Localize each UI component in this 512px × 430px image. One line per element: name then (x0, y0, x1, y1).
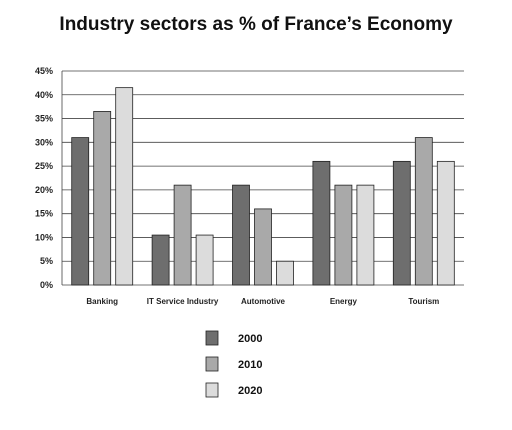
y-axis-ticks: 0% 5% 10% 15% 20% 25% 30% 35% 40% 45% (35, 66, 53, 290)
bar (392, 160, 411, 286)
legend-swatch (205, 356, 219, 372)
bar (436, 160, 455, 286)
bar (312, 160, 331, 286)
bar (232, 184, 250, 286)
legend-swatch (205, 330, 219, 346)
category-labels: Banking IT Service Industry Automotive Ener… (86, 297, 439, 306)
legend-label: 2000 (238, 333, 262, 345)
y-tick-label: 10% (35, 232, 53, 242)
x-tick-label: Automotive (241, 297, 286, 306)
y-tick-label: 20% (35, 185, 53, 195)
bar (115, 87, 134, 286)
y-tick-label: 30% (35, 137, 53, 147)
y-tick-label: 5% (40, 256, 53, 266)
y-tick-label: 15% (35, 209, 53, 219)
x-tick-label: Tourism (408, 297, 439, 306)
bar (173, 184, 192, 286)
legend-label: 2020 (238, 385, 262, 397)
y-tick-label: 25% (35, 161, 53, 171)
bar (93, 111, 112, 286)
bar (71, 137, 90, 286)
legend-label: 2010 (238, 359, 262, 371)
bars (71, 87, 455, 286)
y-tick-label: 35% (35, 114, 53, 124)
bar (414, 137, 433, 286)
legend: 2000 2010 2020 (205, 330, 262, 398)
bar (334, 184, 353, 286)
x-tick-label: Banking (86, 297, 118, 306)
x-tick-label: IT Service Industry (147, 297, 219, 306)
y-tick-label: 0% (40, 280, 53, 290)
bar (356, 184, 375, 286)
bar (276, 260, 294, 286)
chart-title: Industry sectors as % of France’s Econom… (59, 14, 453, 35)
bar (195, 234, 214, 286)
legend-swatch (205, 382, 219, 398)
y-tick-label: 45% (35, 66, 53, 76)
bar (254, 208, 272, 286)
bar (151, 234, 170, 286)
y-tick-label: 40% (35, 90, 53, 100)
x-tick-label: Energy (330, 297, 358, 306)
